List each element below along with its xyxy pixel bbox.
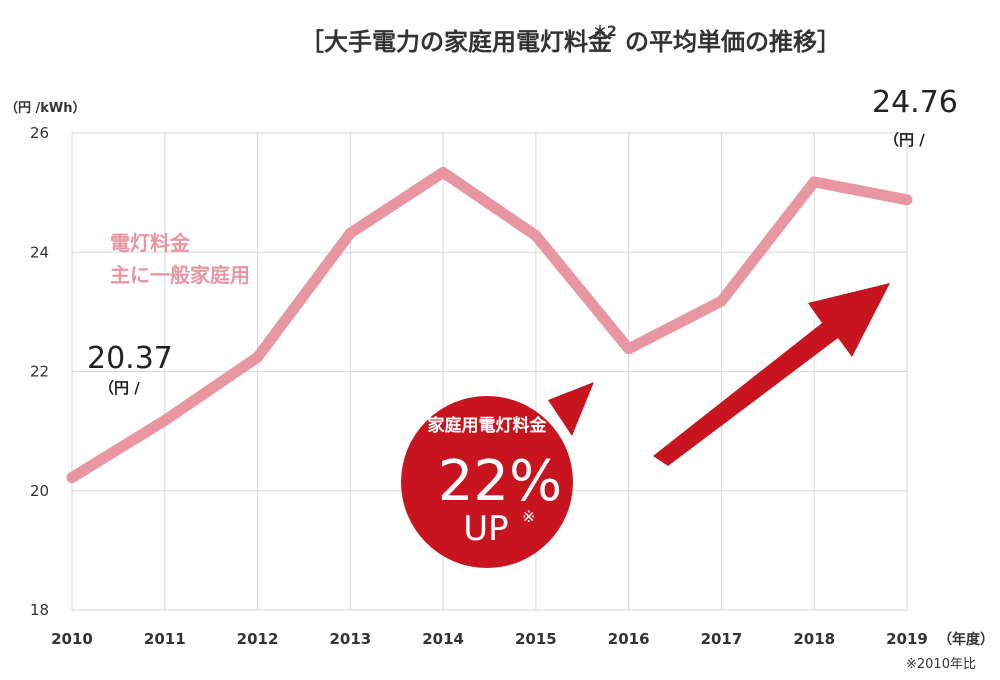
end-value-label: 24.76 <box>872 85 958 120</box>
y-axis-unit-label: （円 /kWh） <box>5 100 86 116</box>
bubble-up-label: UP <box>463 509 508 549</box>
end-value-unit: （円 / <box>884 131 925 149</box>
y-tick-label: 26 <box>30 124 49 142</box>
x-tick-label: 2017 <box>701 630 743 648</box>
start-value-unit: （円 / <box>99 379 140 397</box>
x-tick-label: 2011 <box>144 630 186 648</box>
x-tick-label: 2013 <box>329 630 371 648</box>
series-label-line-2: 主に一般家庭用 <box>110 263 250 287</box>
footnote: ※2010年比 <box>906 657 976 672</box>
x-tick-label: 2015 <box>515 630 557 648</box>
x-tick-label: 2012 <box>237 630 279 648</box>
bubble-percentage: 22% <box>438 449 562 514</box>
bubble-label: 家庭用電灯料金 <box>428 415 548 436</box>
series-label-line-1: 電灯料金 <box>110 231 191 255</box>
x-tick-label: 2019 <box>886 630 928 648</box>
chart-title-superscript: ＊2 <box>593 24 617 40</box>
series-line <box>66 166 913 484</box>
x-tick-label: 2018 <box>793 630 835 648</box>
x-axis-unit-label: （年度） <box>938 631 994 648</box>
y-tick-label: 18 <box>30 601 49 619</box>
y-tick-label: 22 <box>30 363 49 381</box>
start-value-label: 20.37 <box>87 341 173 376</box>
increase-bubble: 家庭用電灯料金 22% UP ※ <box>401 382 594 568</box>
x-tick-label: 2010 <box>51 630 93 648</box>
bubble-circle <box>401 396 573 568</box>
grid-layer <box>71 132 908 611</box>
up-arrow-icon <box>653 283 890 466</box>
y-tick-labels: 18 20 22 24 26 <box>30 124 49 619</box>
x-tick-label: 2014 <box>422 630 464 648</box>
x-tick-label: 2016 <box>608 630 650 648</box>
x-tick-labels: 2010 2011 2012 2013 2014 2015 2016 2017 2018 2019 <box>51 630 928 648</box>
chart-title-tail: の平均単価の推移］ <box>625 28 841 56</box>
y-tick-label: 20 <box>30 482 49 500</box>
chart-title: ［大手電力の家庭用電灯料金 <box>300 28 613 56</box>
bubble-tail <box>548 382 594 436</box>
y-tick-label: 24 <box>30 243 49 261</box>
bubble-note-mark: ※ <box>522 507 535 526</box>
